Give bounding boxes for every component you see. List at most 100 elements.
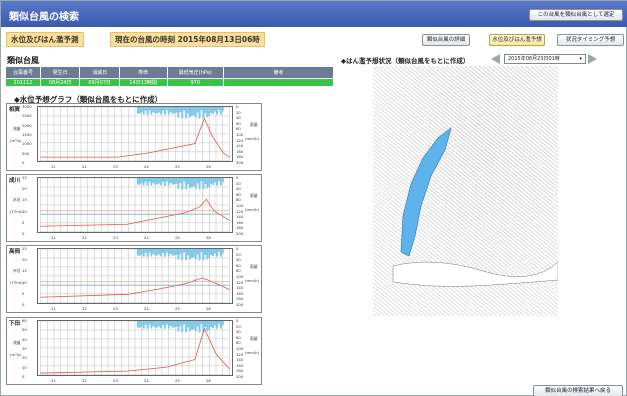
graphs-heading: ◆水位予想グラフ（類似台風をもとに作成） <box>14 95 163 104</box>
rain-bar <box>204 321 207 328</box>
rain-bar <box>158 107 161 113</box>
rain-bar <box>217 249 220 252</box>
rain-bar <box>158 249 161 255</box>
rain-bar <box>183 107 186 111</box>
rain-bar <box>160 321 162 329</box>
rain-tick-label: 0 <box>236 246 239 251</box>
rain-bar <box>190 178 193 187</box>
col-pressure: 最低気圧(hPa) <box>166 66 225 79</box>
rain-bar <box>181 107 184 119</box>
rain-bar <box>214 178 216 183</box>
rain-bar <box>175 107 178 113</box>
rain-bar <box>179 178 182 184</box>
rain-bar <box>165 249 168 253</box>
flood-area-shape <box>392 127 558 287</box>
water-flood-forecast-button[interactable]: 水位及びはん濫予想 <box>489 34 545 46</box>
rain-bar <box>221 321 224 326</box>
situation-timing-button[interactable]: 状況タイミング予想 <box>557 34 624 46</box>
time-select-value: 2015年08月23日01時 <box>508 56 560 62</box>
rain-bar <box>163 249 166 257</box>
rain-tick-label: 60 <box>236 262 241 268</box>
plot-area <box>37 320 233 376</box>
rain-bar <box>173 321 176 328</box>
station-name: 成川 <box>9 178 21 184</box>
rain-bar <box>217 321 220 324</box>
back-to-results-button[interactable]: 類似台風の検索結果へ戻る <box>533 385 623 396</box>
y-tick-label: 40 <box>22 336 27 342</box>
y-tick-label: 25 <box>22 246 27 251</box>
rain-bar <box>192 107 195 116</box>
rain-bar <box>158 178 161 184</box>
rain-bar <box>202 321 205 333</box>
prev-time-icon[interactable] <box>491 54 500 64</box>
rain-tick-label: 140 <box>236 143 244 149</box>
rain-bar <box>177 178 180 189</box>
rain-bar <box>214 249 216 254</box>
rain-tick-label: 60 <box>236 334 241 340</box>
rain-tick-label: 80 <box>236 197 241 203</box>
rain-tick-label: 20 <box>236 109 241 115</box>
flood-map-heading: ◆はん濫予想状況（類似台風をもとに作成） <box>341 57 470 65</box>
rain-bar <box>189 107 191 118</box>
rain-bar <box>192 249 195 258</box>
rain-axis-label: 雨量 <box>250 264 258 269</box>
rain-bar <box>200 249 203 253</box>
x-tick-label: 23 <box>113 306 118 311</box>
y-tick-label: 3000 <box>22 104 32 109</box>
rain-bar <box>212 107 215 115</box>
rain-bar <box>171 178 174 185</box>
rain-bar <box>221 178 224 183</box>
rain-bar <box>169 107 172 112</box>
rain-bar <box>136 321 139 328</box>
next-time-icon[interactable] <box>588 54 597 64</box>
rain-bar <box>142 178 145 186</box>
rain-bar <box>217 178 220 181</box>
typhoon-detail-button[interactable]: 類似台風の詳細 <box>422 34 470 46</box>
water-level-graph: 相賀 流量 (m³/s) 3000 2500 2000 1500 1000 500 0 0 20 40 6… <box>6 103 262 171</box>
plot-area <box>37 106 233 162</box>
rain-bar <box>198 321 201 333</box>
y-tick-label: 50 <box>22 327 27 333</box>
col-life: 寿命 <box>118 66 168 79</box>
rain-tick-label: 180 <box>236 368 244 374</box>
y-tick-label: 0 <box>22 160 25 165</box>
rain-bar <box>196 107 199 113</box>
x-tick-label: 23 <box>113 164 118 169</box>
cell-end: 09月07日 <box>79 78 120 87</box>
chevron-down-icon: ▾ <box>579 56 582 62</box>
x-tick-label: 21 <box>51 378 56 383</box>
rain-tick-label: 100 <box>236 132 244 137</box>
cell-pressure: 970 <box>166 78 225 87</box>
cell-start: 08月24日 <box>39 78 81 87</box>
rain-tick-label: 80 <box>236 126 241 132</box>
rain-tick-label: 160 <box>236 290 244 296</box>
rain-bar <box>181 321 184 333</box>
y-tick-label: 0 <box>22 374 25 379</box>
rain-bar <box>189 178 191 189</box>
rain-bar <box>202 107 205 119</box>
rain-axis-unit: (mm/h) <box>245 207 260 212</box>
rain-bar <box>206 249 209 260</box>
rain-bar <box>202 249 205 261</box>
table-row[interactable]: 201112 08月24日 09月07日 14日13時間 970 <box>5 78 334 87</box>
y-tick-label: 0 <box>22 231 25 236</box>
select-similar-typhoon-button[interactable]: この台風を類似台風として選定 <box>529 9 623 21</box>
x-tick-label: 21 <box>51 306 56 311</box>
rain-bar <box>144 107 147 111</box>
rain-bar <box>152 107 155 113</box>
rain-bar <box>154 107 157 114</box>
rain-bar <box>136 178 139 185</box>
rain-bar <box>216 107 218 115</box>
time-select[interactable]: 2015年08月23日01時 ▾ <box>504 54 586 64</box>
rain-bar <box>185 321 188 333</box>
rain-bar <box>138 249 141 256</box>
rain-bar <box>216 249 218 257</box>
x-tick-label: 23 <box>113 378 118 383</box>
rain-tick-label: 40 <box>236 186 241 192</box>
rain-tick-label: 200 <box>236 374 244 379</box>
y-tick-label: 20 <box>22 186 27 192</box>
rain-bar <box>154 249 157 256</box>
x-tick-label: 25 <box>175 164 180 169</box>
mode-label: 水位及びはん濫予測 <box>6 32 84 47</box>
rain-bar <box>212 321 215 329</box>
